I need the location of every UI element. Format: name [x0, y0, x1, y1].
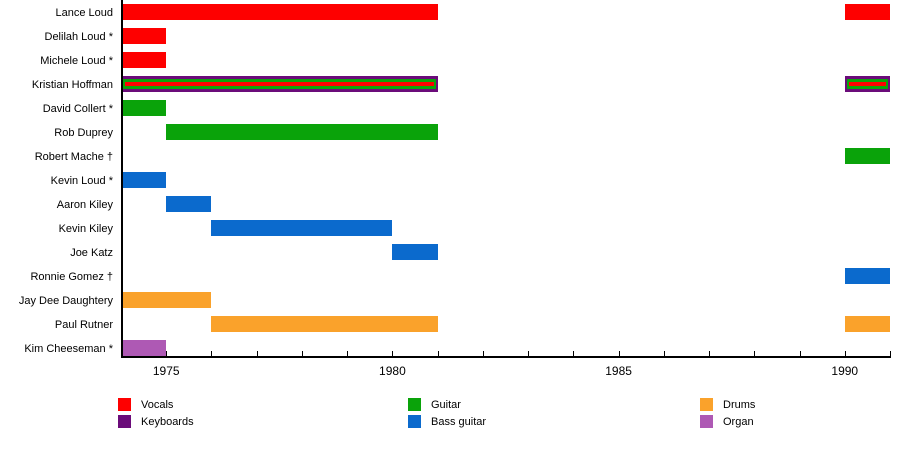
axis-tick: [347, 351, 349, 356]
instrument-stripe-bass-guitar: [211, 220, 393, 236]
member-label: Kim Cheeseman *: [24, 343, 113, 355]
instrument-stripe-bass-guitar: [121, 172, 167, 188]
instrument-stripe-organ: [121, 340, 167, 356]
axis-tick: [121, 351, 122, 356]
timeline-bar: [121, 76, 438, 92]
instrument-stripe-guitar: [166, 124, 438, 140]
legend-label: Guitar: [431, 399, 461, 411]
timeline-bar: [844, 316, 890, 332]
axis-tick-label: 1975: [152, 364, 180, 378]
timeline-bar: [844, 4, 890, 20]
instrument-stripe-vocals: [121, 52, 167, 68]
instrument-stripe-bass-guitar: [844, 268, 890, 284]
legend-swatch-guitar: [408, 398, 421, 411]
timeline-bar: [121, 4, 438, 20]
timeline-bar: [121, 340, 167, 356]
legend-label: Organ: [723, 416, 754, 428]
member-label: Ronnie Gomez †: [30, 271, 113, 283]
member-label: Aaron Kiley: [56, 199, 113, 211]
member-label: Rob Duprey: [54, 127, 113, 139]
timeline-bar: [121, 100, 167, 116]
axis-tick: [166, 351, 168, 356]
member-label: David Collert *: [42, 103, 113, 115]
timeline-bar: [844, 268, 890, 284]
timeline-bar: [166, 124, 438, 140]
axis-tick: [211, 351, 213, 356]
timeline-bar: [392, 244, 438, 260]
legend-label: Vocals: [141, 399, 174, 411]
member-label: Kevin Kiley: [58, 223, 113, 235]
axis-tick: [618, 351, 620, 356]
instrument-stripe-vocals: [121, 28, 167, 44]
axis-tick: [844, 351, 846, 356]
axis-tick: [890, 351, 891, 356]
axis-tick: [256, 351, 258, 356]
legend-label: Drums: [723, 399, 756, 411]
member-label: Delilah Loud *: [44, 31, 114, 43]
instrument-stripe-drums: [121, 292, 212, 308]
legend-label: Keyboards: [141, 416, 194, 428]
axis-tick-label: 1980: [379, 364, 406, 378]
axis-tick-label: 1990: [831, 364, 859, 378]
axis-tick: [437, 351, 439, 356]
axis-tick: [392, 351, 394, 356]
legend-swatch-vocals: [118, 398, 131, 411]
legend-label: Bass guitar: [431, 416, 487, 428]
axis-tick: [709, 351, 711, 356]
axis-tick: [528, 351, 530, 356]
axis-tick: [482, 351, 484, 356]
instrument-stripe-drums: [844, 316, 890, 332]
instrument-stripe-drums: [211, 316, 438, 332]
timeline-bar: [121, 52, 167, 68]
axis-tick: [663, 351, 665, 356]
timeline-bar: [844, 76, 890, 92]
timeline-bar: [121, 292, 212, 308]
axis-tick: [573, 351, 575, 356]
axis-tick: [799, 351, 801, 356]
timeline-bar: [844, 148, 890, 164]
instrument-stripe-bass-guitar: [166, 196, 212, 212]
member-label: Robert Mache †: [34, 151, 113, 163]
timeline-bar: [121, 28, 167, 44]
instrument-stripe-vocals: [125, 82, 434, 86]
timeline-bar: [121, 172, 167, 188]
y-axis-line: [121, 0, 123, 358]
member-label: Michele Loud *: [40, 55, 113, 67]
instrument-stripe-vocals: [844, 4, 890, 20]
instrument-stripe-vocals: [121, 4, 438, 20]
member-label: Lance Loud: [55, 7, 114, 19]
axis-tick: [754, 351, 756, 356]
x-axis-line: [121, 356, 891, 358]
member-label: Kevin Loud *: [50, 175, 113, 187]
legend-swatch-organ: [700, 415, 713, 428]
member-label: Paul Rutner: [54, 319, 113, 331]
timeline-bar: [211, 220, 393, 236]
timeline-bar: [211, 316, 438, 332]
legend-swatch-keyboards: [118, 415, 131, 428]
member-label: Joe Katz: [70, 247, 113, 259]
axis-tick: [301, 351, 303, 356]
instrument-stripe-bass-guitar: [392, 244, 438, 260]
instrument-stripe-guitar: [121, 100, 167, 116]
member-label: Jay Dee Daughtery: [18, 295, 113, 307]
instrument-stripe-vocals: [848, 82, 886, 86]
legend-swatch-drums: [700, 398, 713, 411]
legend-swatch-bass-guitar: [408, 415, 421, 428]
instrument-stripe-guitar: [844, 148, 890, 164]
timeline-bar: [166, 196, 212, 212]
axis-tick-label: 1985: [605, 364, 632, 378]
member-label: Kristian Hoffman: [31, 79, 113, 91]
